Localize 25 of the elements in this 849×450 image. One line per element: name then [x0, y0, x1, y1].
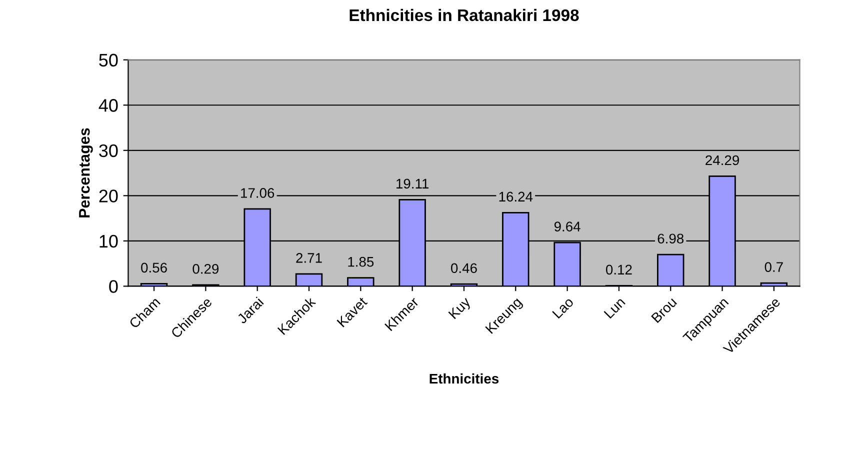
y-tick-label: 20 — [99, 190, 118, 202]
data-label: 24.29 — [706, 155, 739, 166]
x-tick-label: Lun — [604, 296, 626, 319]
data-label: 0.29 — [192, 264, 219, 274]
data-label: 6.98 — [658, 234, 684, 244]
data-label: 2.71 — [296, 253, 322, 263]
data-label: 17.06 — [241, 188, 274, 198]
y-tick-label: 10 — [100, 234, 118, 248]
y-tick-label: 0 — [109, 280, 118, 293]
y-axis-title: Percentages — [79, 128, 93, 218]
y-tick-label: 50 — [99, 54, 118, 67]
data-label: 9.64 — [554, 222, 580, 232]
data-label: 0.12 — [606, 264, 632, 275]
data-label: 0.7 — [764, 262, 783, 272]
y-tick-label: 30 — [99, 144, 118, 158]
x-axis-title: Ethnicities — [430, 373, 499, 384]
y-tick-label: 40 — [98, 99, 118, 112]
x-tick-label: Lao — [552, 296, 574, 319]
data-label: 0.46 — [451, 263, 477, 274]
data-label: 1.85 — [348, 256, 374, 267]
data-label: 16.24 — [499, 192, 533, 202]
data-label: 19.11 — [396, 178, 429, 189]
data-label: 0.56 — [141, 262, 167, 273]
x-tick-label: Kuy — [448, 296, 474, 322]
chart-title: Ethnicities in Ratanakiri 1998 — [350, 8, 579, 22]
